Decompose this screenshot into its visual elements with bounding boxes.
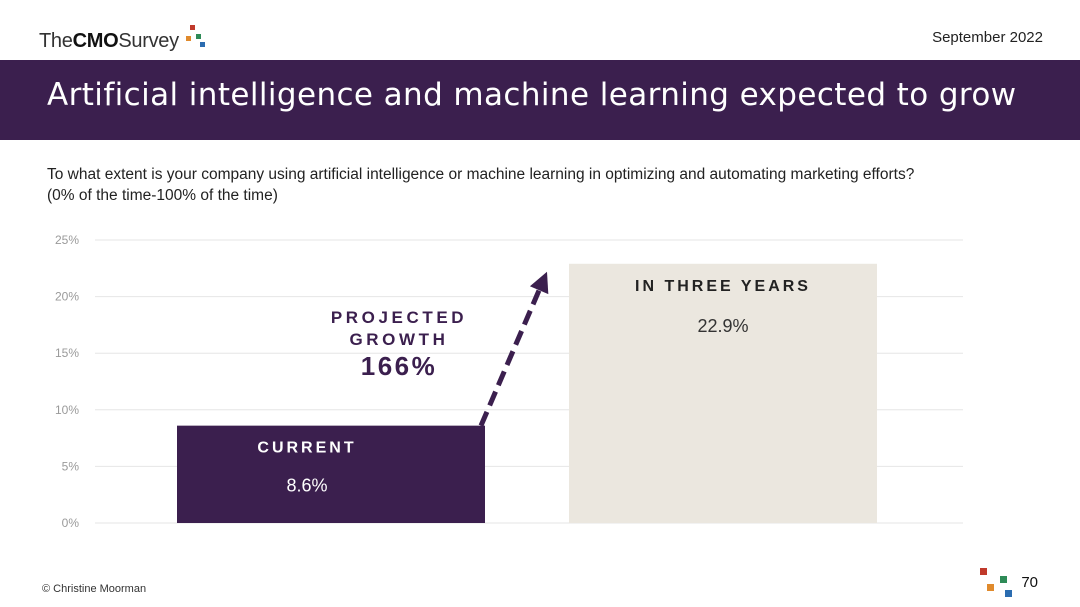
report-date: September 2022 [932, 29, 1043, 46]
annotation-value: 166% [361, 351, 438, 381]
y-tick-label: 25% [55, 233, 79, 247]
question-line-2: (0% of the time-100% of the time) [47, 187, 278, 204]
logo-square [185, 36, 191, 41]
y-tick-label: 5% [62, 459, 80, 473]
page-number: 70 [1021, 574, 1038, 591]
question-line-1: To what extent is your company using art… [47, 166, 915, 183]
footer-square [1000, 576, 1007, 583]
bar-labels: CURRENT 8.6% IN THREE YEARS 22.9% [257, 278, 811, 496]
value-label: 8.6% [286, 476, 327, 496]
y-tick-label: 15% [55, 346, 79, 360]
footer-squares-icon [978, 566, 1014, 598]
logo-square [195, 34, 201, 39]
annotation-line-2: GROWTH [349, 330, 448, 349]
logo-text: TheCMOSurvey [39, 30, 179, 52]
footer-square [1005, 590, 1012, 597]
category-label: CURRENT [257, 440, 356, 457]
cmo-survey-logo: TheCMOSurvey [39, 21, 207, 51]
copyright: © Christine Moorman [42, 583, 147, 595]
survey-question: To what extent is your company using art… [47, 164, 1047, 206]
y-tick-label: 10% [55, 403, 79, 417]
arrow-head [529, 271, 549, 295]
arrow-shaft [478, 287, 543, 427]
slide-title: Artificial intelligence and machine lear… [47, 77, 1017, 113]
bar-current [177, 425, 485, 523]
title-banner [0, 60, 1080, 140]
y-tick-label: 0% [62, 516, 80, 530]
logo-square [189, 25, 195, 30]
category-label: IN THREE YEARS [635, 278, 811, 295]
growth-arrow [478, 271, 549, 427]
y-axis-tick-labels: 0% 5% 10% 15% 20% 25% [55, 233, 79, 530]
footer-square [980, 568, 987, 575]
annotation-line-1: PROJECTED [331, 308, 467, 327]
value-label: 22.9% [697, 316, 748, 336]
logo-square [199, 42, 205, 47]
bar-in-three-years [569, 263, 877, 523]
bars [177, 263, 877, 523]
y-tick-label: 20% [55, 290, 79, 304]
footer-square [987, 584, 994, 591]
logo-squares-icon [181, 25, 207, 49]
growth-annotation: PROJECTED GROWTH 166% [331, 308, 467, 381]
